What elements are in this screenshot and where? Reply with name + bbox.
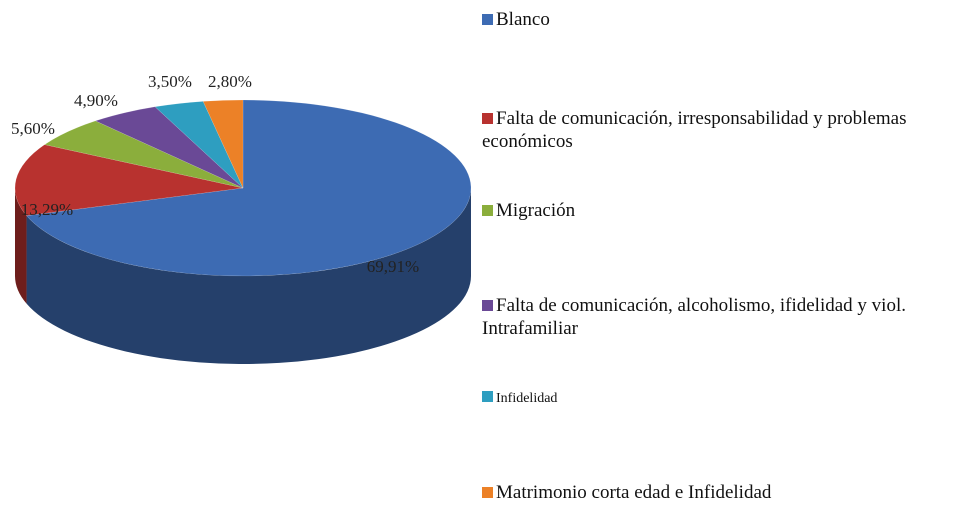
legend-swatch — [482, 391, 493, 402]
legend-label: Migración — [496, 200, 576, 221]
legend-swatch — [482, 113, 493, 124]
data-label: 4,90% — [74, 91, 118, 110]
legend-label: Falta de comunicación, irresponsabilidad… — [482, 108, 907, 152]
legend-swatch — [482, 300, 493, 311]
legend-item: Infidelidad — [482, 387, 966, 410]
data-label: 5,60% — [11, 119, 55, 138]
data-label: 2,80% — [208, 72, 252, 91]
legend-item: Matrimonio corta edad e Infidelidad — [482, 481, 966, 504]
data-label: 3,50% — [148, 72, 192, 91]
legend-swatch — [482, 487, 493, 498]
slice-side — [26, 188, 471, 364]
legend-label: Infidelidad — [496, 391, 558, 406]
slice — [154, 101, 244, 189]
legend-item: Falta de comunicación, alcoholismo, ifid… — [482, 294, 966, 340]
legend-label: Blanco — [496, 9, 550, 30]
legend-label: Falta de comunicación, alcoholismo, ifid… — [482, 295, 906, 339]
slice — [202, 99, 244, 189]
slice-side — [15, 188, 27, 304]
legend-swatch — [482, 14, 493, 25]
data-label: 13,29% — [21, 200, 73, 219]
slice — [26, 99, 472, 277]
legend-item: Migración — [482, 199, 966, 222]
legend-label: Matrimonio corta edad e Infidelidad — [496, 482, 772, 503]
slice — [94, 106, 244, 189]
slice — [14, 144, 244, 216]
legend-swatch — [482, 205, 493, 216]
slice — [43, 120, 244, 189]
data-label: 69,91% — [367, 257, 419, 276]
legend-item: Blanco — [482, 8, 966, 31]
legend-item: Falta de comunicación, irresponsabilidad… — [482, 107, 966, 153]
